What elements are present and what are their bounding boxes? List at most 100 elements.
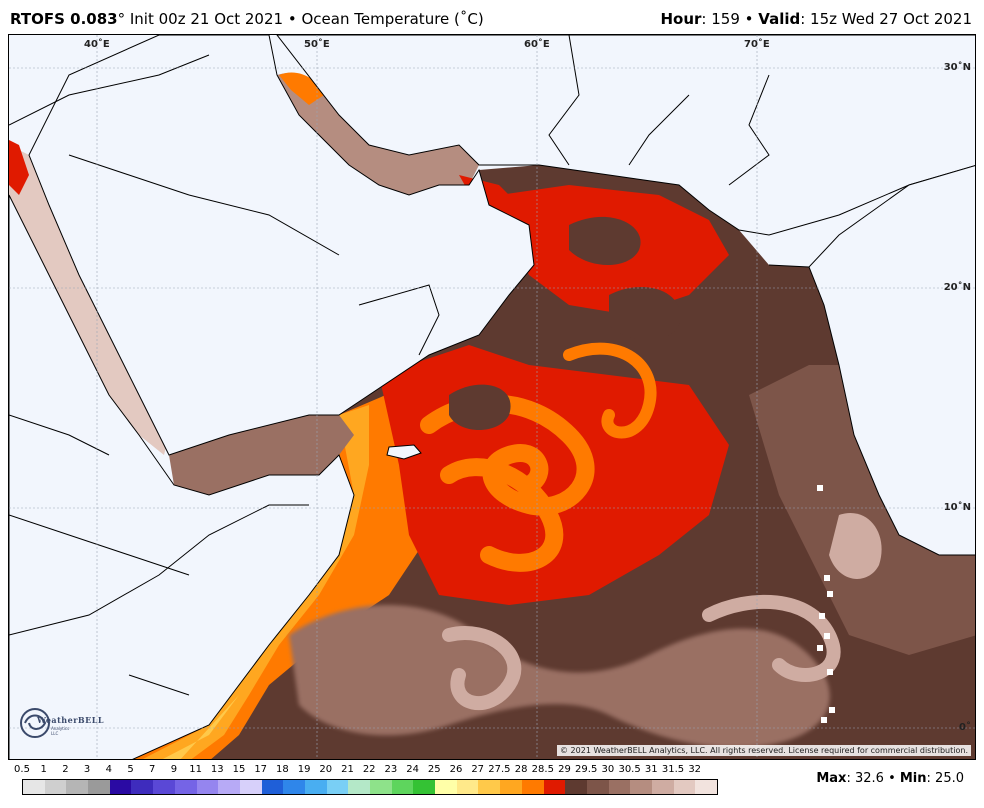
colorbar-label: 29.5 [575,764,598,775]
colorbar-cell [326,780,349,794]
colorbar-cell [66,780,89,794]
colorbar-label: 5 [127,764,134,775]
colorbar-cell [218,780,240,794]
min-label: Min [899,771,927,786]
sst-map[interactable]: 40˚E 50˚E 60˚E 70˚E 30˚N 20˚N 10˚N 0˚ We… [8,34,976,760]
colorbar-label: 26 [449,764,463,775]
weatherbell-logo: WeatherBELL Analytics LLC [15,701,104,745]
separator: • [287,10,297,28]
max-value: : 32.6 [846,771,884,786]
colorbar-cell [370,780,392,794]
valid-label: Valid [758,10,801,28]
copyright-notice: © 2021 WeatherBELL Analytics, LLC. All r… [557,745,971,756]
lat-label-20n: 20˚N [943,282,971,293]
colorbar-label: 28 [514,764,528,775]
max-min-readout: Max: 32.6 • Min: 25.0 [816,771,964,786]
east-eddy-pale [829,513,882,579]
colorbar-cell [283,780,305,794]
colorbar-cell [23,780,45,794]
colorbar-cell [673,780,696,794]
colorbar-cell [435,780,457,794]
colorbar-cell [196,780,219,794]
hour-label: Hour [660,10,702,28]
colorbar-cell [413,780,436,794]
colorbar-label: 22 [362,764,376,775]
colorbar-label: 24 [406,764,419,775]
east-coastal-cool [749,365,975,655]
colorbar-cell [478,780,501,794]
persian-gulf [277,73,479,195]
colorbar-label: 30.5 [618,764,641,775]
colorbar-label: 2 [62,764,69,775]
colorbar-cell [565,780,587,794]
colorbar-label: 32 [688,764,702,775]
lat-label-10n: 10˚N [943,502,971,513]
lon-label-40e: 40˚E [84,39,110,50]
colorbar-label: 18 [276,764,289,775]
colorbar-cell [109,780,132,794]
valid-time: Hour: 159 • Valid: 15z Wed 27 Oct 2021 [660,10,972,28]
lat-lon-grid [9,35,975,759]
colorbar-label: 27 [471,764,485,775]
colorbar-label: 13 [210,764,224,775]
lakshadweep-islands [817,485,835,723]
colorbar-label: 25 [427,764,441,775]
max-label: Max [816,771,847,786]
colorbar-label: 31.5 [661,764,685,775]
africa-land [9,194,355,759]
colorbar-label: 30 [601,764,615,775]
colorbar-label: 1 [40,764,47,775]
header: RTOFS 0.083° Init 00z 21 Oct 2021 • Ocea… [0,0,984,34]
colorbar-cell [304,780,327,794]
model-name: RTOFS 0.083 [10,10,118,28]
colorbar-cell [174,780,197,794]
colorbar-cell [44,780,67,794]
colorbar-label: 4 [105,764,112,775]
map-title: RTOFS 0.083° Init 00z 21 Oct 2021 • Ocea… [10,10,484,28]
lon-label-60e: 60˚E [524,39,550,50]
dark-eddy-3 [569,216,641,265]
min-value: : 25.0 [926,771,964,786]
logo-subtext: Analytics LLC [51,726,70,736]
lat-label-0: 0˚ [959,722,971,733]
colorbar-label: 9 [170,764,178,775]
degree-mark: ° [117,10,126,28]
colorbar-label: 29 [558,764,571,775]
colorbar-cell [543,780,566,794]
colorbar-cell [348,780,370,794]
socotra-island [386,444,422,460]
arabia-land [28,35,535,456]
colorbar-label: 28.5 [531,764,554,775]
colorbar-cell [261,780,284,794]
colorbar-cell [608,780,631,794]
india-land [768,165,975,556]
colorbar-cell [500,780,522,794]
orange-swirl [420,394,595,572]
colorbar-cell [239,780,262,794]
dark-eddy-1 [449,384,511,430]
colorbar-cell [521,780,544,794]
orange-swirl-2 [563,342,657,439]
colorbar-label: 21 [341,764,354,775]
country-borders [9,35,770,696]
lon-label-50e: 50˚E [304,39,330,50]
logo-text: WeatherBELL [37,715,105,725]
dark-eddy-2 [609,286,681,340]
colorbar-cell [586,780,609,794]
colorbar-label: 20 [319,764,333,775]
colorbar-cell [88,780,110,794]
colorbar [22,779,718,795]
colorbar-cell [131,780,154,794]
separator: • [888,771,896,786]
red-sea [9,145,169,455]
lon-label-70e: 70˚E [744,39,770,50]
colorbar-cell [391,780,414,794]
valid-value: : 15z Wed 27 Oct 2021 [800,10,972,28]
colorbar-label: 11 [189,764,202,775]
colorbar-label: 27.5 [488,764,511,775]
colorbar-cell [695,780,717,794]
field-name: Ocean Temperature (˚C) [301,10,484,28]
colorbar-label: 0.5 [14,764,30,775]
colorbar-label: 23 [384,764,398,775]
colorbar-labels: 0.5 1 2 3 4 5 7 9 11 13 15 17 18 19 20 21 22 23 24 25 26 27 27… [14,764,722,778]
